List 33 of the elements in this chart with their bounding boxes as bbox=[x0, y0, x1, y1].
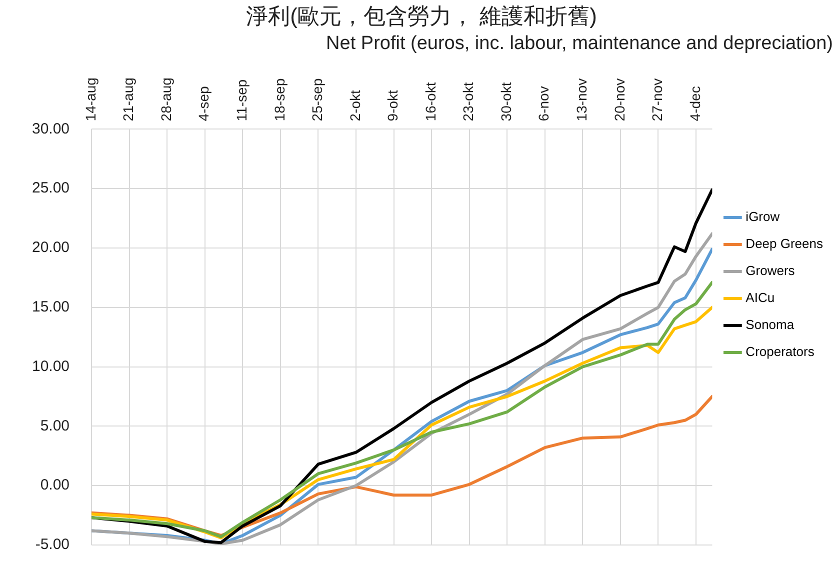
y-tick-label: 5.00 bbox=[40, 417, 70, 434]
x-tick-label: 6-nov bbox=[536, 86, 552, 122]
legend-label: Croperators bbox=[746, 344, 815, 360]
y-tick-label: 0.00 bbox=[40, 476, 70, 494]
y-tick-label: 20.00 bbox=[32, 239, 70, 256]
x-tick-label: 2-okt bbox=[346, 90, 363, 122]
y-tick-label: 30.00 bbox=[32, 120, 70, 138]
legend-label: iGrow bbox=[746, 209, 780, 224]
legend-label: Growers bbox=[746, 263, 796, 278]
x-tick-label: 11-sep bbox=[234, 79, 250, 122]
x-tick-label: 18-sep bbox=[271, 78, 288, 122]
x-tick-label: 21-aug bbox=[120, 78, 136, 122]
x-tick-label: 20-nov bbox=[611, 78, 628, 122]
x-tick-label: 13-nov bbox=[574, 78, 590, 122]
legend-label: Deep Greens bbox=[746, 236, 824, 252]
chart-subtitle: Net Profit (euros, inc. labour, maintenance and depreciation) bbox=[326, 33, 833, 54]
x-tick-label: 4-dec bbox=[686, 86, 703, 122]
x-tick-label: 4-sep bbox=[196, 86, 212, 122]
y-tick-label: 15.00 bbox=[32, 298, 70, 316]
x-tick-label: 23-okt bbox=[460, 82, 476, 122]
legend-label: Sonoma bbox=[746, 317, 795, 332]
x-tick-label: 14-aug bbox=[82, 78, 98, 122]
y-tick-label: 25.00 bbox=[32, 180, 70, 197]
y-tick-label: 10.00 bbox=[32, 358, 70, 375]
x-tick-label: 9-okt bbox=[384, 90, 401, 122]
chart-title: 淨利(歐元，包含勞力， 維護和折舊) bbox=[246, 3, 597, 28]
y-tick-label: -5.00 bbox=[35, 536, 70, 554]
x-tick-label: 30-okt bbox=[498, 82, 514, 122]
x-tick-label: 27-nov bbox=[649, 78, 666, 122]
x-tick-label: 28-aug bbox=[158, 78, 174, 122]
x-tick-label: 16-okt bbox=[422, 82, 438, 122]
legend-label: AICu bbox=[746, 290, 775, 306]
x-tick-label: 25-sep bbox=[309, 78, 326, 122]
